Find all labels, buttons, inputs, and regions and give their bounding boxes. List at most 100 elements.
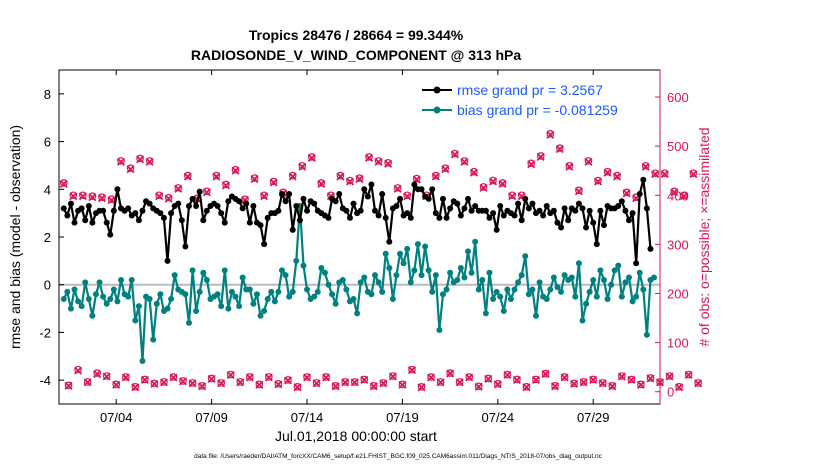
y-axis-left-label: rmse and bias (model - observation) xyxy=(7,125,23,349)
bias-point xyxy=(507,296,514,303)
bias-point xyxy=(157,291,164,298)
obs-assimilated-marker xyxy=(231,166,240,175)
obs-possible-marker xyxy=(637,380,645,389)
obs-assimilated-marker xyxy=(446,369,455,378)
rmse-point xyxy=(336,191,343,198)
obs-possible-marker xyxy=(274,380,283,388)
bias-point xyxy=(436,327,443,334)
rmse-point xyxy=(429,186,436,193)
rmse-point xyxy=(243,200,250,207)
rmse-point xyxy=(565,217,572,224)
bias-point xyxy=(643,331,650,338)
obs-assimilated-marker xyxy=(393,184,402,193)
rmse-point xyxy=(185,202,192,209)
x-axis-label: Jul.01,2018 00:00:00 start xyxy=(275,428,437,444)
rmse-point xyxy=(193,202,200,209)
bias-point xyxy=(568,274,575,281)
bias-point xyxy=(375,279,382,286)
rmse-point xyxy=(261,241,268,248)
obs-assimilated-marker xyxy=(121,373,130,382)
obs-assimilated-marker xyxy=(589,375,598,384)
bias-point xyxy=(393,272,400,279)
obs-possible-marker xyxy=(265,373,273,381)
rmse-point xyxy=(157,210,164,217)
obs-possible-marker xyxy=(556,144,564,152)
obs-possible-marker xyxy=(546,130,555,138)
obs-possible-marker xyxy=(646,374,655,382)
bias-point xyxy=(497,293,504,300)
bias-point xyxy=(139,358,146,365)
bias-point xyxy=(275,288,282,295)
rmse-point xyxy=(461,205,468,212)
rmse-point xyxy=(490,210,497,217)
obs-assimilated-marker xyxy=(307,153,316,162)
obs-possible-marker xyxy=(384,159,392,167)
bias-point xyxy=(575,260,582,267)
bias-point xyxy=(547,286,554,293)
bias-point xyxy=(622,279,629,286)
bias-point xyxy=(590,276,597,283)
bias-point xyxy=(246,286,253,293)
obs-assimilated-marker xyxy=(646,374,655,383)
bias-point xyxy=(389,296,396,303)
bias-point xyxy=(490,296,497,303)
obs-assimilated-marker xyxy=(417,383,426,392)
bias-point xyxy=(354,310,361,317)
rmse-point xyxy=(411,181,418,188)
bias-point xyxy=(372,272,379,279)
obs-possible-marker xyxy=(465,373,474,381)
rmse-point xyxy=(500,212,507,219)
obs-possible-marker xyxy=(331,382,340,390)
obs-assimilated-marker xyxy=(555,145,564,154)
obs-possible-marker xyxy=(141,375,149,384)
obs-count-markers xyxy=(59,130,703,392)
obs-assimilated-marker xyxy=(317,179,326,188)
bias-point xyxy=(482,310,489,317)
obs-assimilated-marker xyxy=(140,375,149,384)
rmse-point xyxy=(447,205,454,212)
rmse-point xyxy=(597,207,604,214)
rmse-point xyxy=(647,245,654,252)
obs-possible-marker xyxy=(508,191,516,200)
obs-assimilated-marker xyxy=(431,172,440,181)
bias-point xyxy=(250,300,257,307)
bias-point xyxy=(300,262,307,269)
rmse-point xyxy=(515,200,522,207)
obs-assimilated-marker xyxy=(217,379,226,388)
obs-assimilated-marker xyxy=(298,162,307,171)
obs-assimilated-marker xyxy=(126,165,135,174)
obs-possible-marker xyxy=(336,171,345,180)
obs-possible-marker xyxy=(341,378,349,386)
y-left-tick-label: 2 xyxy=(44,230,51,245)
bias-point xyxy=(397,250,404,257)
x-tick-label: 07/09 xyxy=(195,410,228,425)
bias-point xyxy=(228,288,235,295)
rmse-point xyxy=(357,207,364,214)
bias-point xyxy=(100,293,107,300)
obs-assimilated-marker xyxy=(407,366,417,375)
bias-point xyxy=(125,293,132,300)
obs-possible-marker xyxy=(288,171,297,180)
obs-possible-marker xyxy=(374,157,383,165)
obs-possible-marker xyxy=(79,191,87,200)
rmse-point xyxy=(239,205,246,212)
bias-point xyxy=(597,267,604,274)
obs-possible-marker xyxy=(460,157,469,165)
obs-assimilated-marker xyxy=(264,373,273,382)
obs-possible-marker xyxy=(174,184,183,192)
rmse-point xyxy=(296,217,303,224)
bias-point xyxy=(629,298,636,305)
obs-assimilated-marker xyxy=(360,375,369,384)
bias-point xyxy=(604,296,611,303)
obs-assimilated-marker xyxy=(617,372,626,381)
rmse-point xyxy=(300,195,307,202)
rmse-point xyxy=(550,207,557,214)
obs-possible-marker xyxy=(527,159,536,168)
rmse-point xyxy=(304,207,311,214)
chart-subtitle: RADIOSONDE_V_WIND_COMPONENT @ 313 hPa xyxy=(191,47,521,63)
bias-point xyxy=(214,291,221,298)
bias-point xyxy=(382,250,389,257)
bias-point xyxy=(461,274,468,281)
obs-possible-marker xyxy=(536,152,545,160)
bias-point xyxy=(411,267,418,274)
